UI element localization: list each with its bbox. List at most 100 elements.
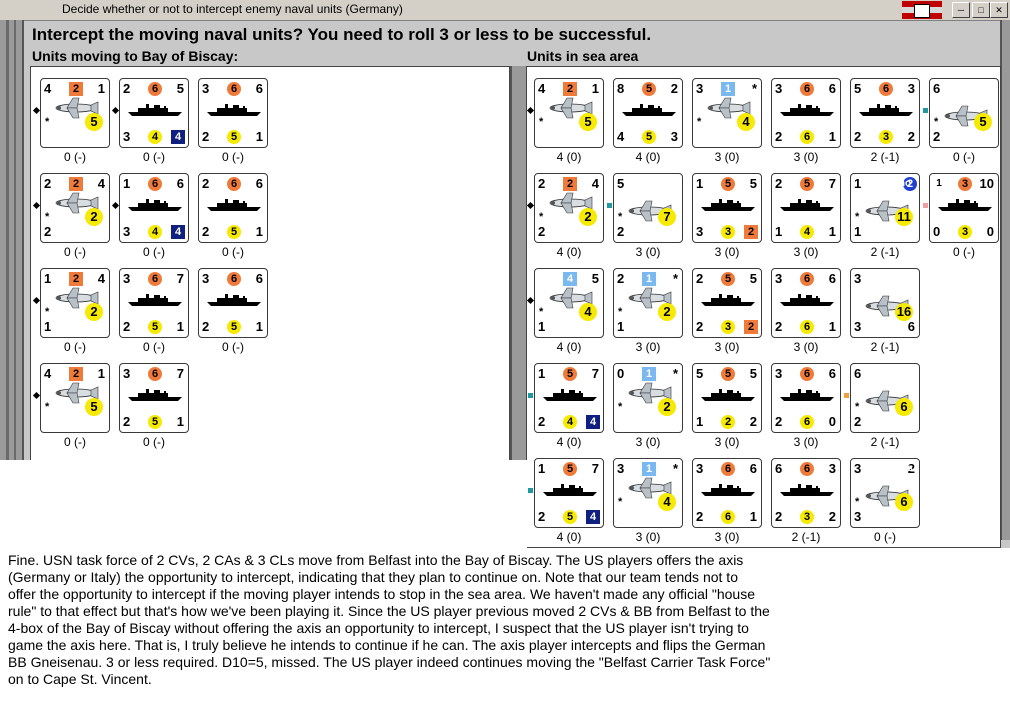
- air-counter[interactable]: 4 2 1 F4F-4 5 *: [40, 363, 110, 433]
- counter-stat-bc: 3: [721, 225, 735, 239]
- ship-counter[interactable]: 1 5 5 CV Victorious 3 3 2: [692, 173, 762, 243]
- air-counter[interactable]: 4 5 SBD-4 4 1 *: [534, 268, 604, 338]
- air-counter[interactable]: 4 2 1 F4F-4 5 *: [534, 78, 604, 148]
- counter-stat-tl: 3: [775, 81, 783, 96]
- ship-counter[interactable]: 1 3 10 0 3 0: [929, 173, 999, 243]
- ship-counter[interactable]: 1 5 7 CV Wasp 2 4 4: [534, 363, 604, 433]
- counter-stat-tl: 1: [696, 176, 704, 191]
- ship-counter[interactable]: 2 6 5 CV Saratoga 3 4 4: [119, 78, 189, 148]
- counter-stat-circle: 5: [85, 113, 103, 131]
- ship-counter[interactable]: 3 6 6 CA London 2 6 1: [692, 458, 762, 528]
- close-button[interactable]: ✕: [990, 2, 1008, 18]
- ship-counter[interactable]: 3 6 6 CA Belfast 2 6 0: [771, 363, 841, 433]
- ship-counter[interactable]: 2 6 6 CL Philadelphia 2 5 1: [198, 173, 268, 243]
- counter-stat-mid: 6: [227, 82, 241, 96]
- counter-name: Spitfire VB: [944, 83, 996, 94]
- counter-stat-mid: 2: [563, 177, 577, 191]
- counter-stat-br: 0: [828, 414, 836, 429]
- ship-counter[interactable]: 3 6 6 CL Boise 2 5 1: [198, 268, 268, 338]
- air-counter[interactable]: 5 P-40E Kittyhawk 7 2 *: [613, 173, 683, 243]
- ship-silhouette-icon: [128, 293, 182, 312]
- ship-counter[interactable]: 2 5 7 CA Frobisher 1 4 1: [771, 173, 841, 243]
- moving-units-panel: [30, 66, 510, 461]
- counter-stat-tl: 1: [538, 366, 546, 381]
- ship-counter[interactable]: 1 5 7 CV Ranger 2 5 4: [534, 458, 604, 528]
- counter-name: CA London: [708, 499, 748, 508]
- air-counter[interactable]: 6 Spitfire VB 5 2 *: [929, 78, 999, 148]
- counter-stat-tr: 7: [176, 366, 184, 381]
- counter-stat-mid: 6: [800, 462, 814, 476]
- ship-counter[interactable]: 2 5 5 CV Indomitable 2 3 2: [692, 268, 762, 338]
- german-flag-icon: [902, 1, 942, 19]
- air-counter[interactable]: 2 2 4 SBD-4 2 2 *: [40, 173, 110, 243]
- counter-stat-box: 1: [642, 272, 656, 286]
- air-counter[interactable]: 2 1 * Swordfish 2 1 *: [613, 268, 683, 338]
- counter-stat-tr: 4: [97, 176, 105, 191]
- counter-stat-circle: 7: [658, 208, 676, 226]
- counter-stat-bl: 2: [854, 414, 862, 429]
- counter-stat-bl: 2: [202, 129, 210, 144]
- counter-stat-br: 1: [255, 129, 263, 144]
- minimize-button[interactable]: ─: [952, 2, 970, 18]
- ship-counter[interactable]: 3 6 6 CA Devonshire 2 6 1: [771, 268, 841, 338]
- counter-stat-br: 2: [907, 129, 915, 144]
- counter-name: CV Wasp: [553, 404, 587, 413]
- ship-counter[interactable]: 8 5 2 BB Washington 4 5 3: [613, 78, 683, 148]
- counter-stat-bc: 5: [227, 320, 241, 334]
- counter-name: CV Victorious: [703, 214, 753, 223]
- counter-status: 3 (0): [635, 435, 661, 449]
- air-counter[interactable]: 3 2 Dauntless A-24 6 3 *: [850, 458, 920, 528]
- maximize-button[interactable]: □: [972, 2, 990, 18]
- ship-counter[interactable]: 5 6 3 BB Gneisenau 2 3 2: [850, 78, 920, 148]
- ship-counter[interactable]: 3 6 7 CA Salt Lake City 2 5 1: [119, 268, 189, 338]
- counter-stat-tr: 5: [749, 176, 757, 191]
- air-counter[interactable]: 1 2 4 SBD-4 2 1 *: [40, 268, 110, 338]
- counter-name: SBD-4: [61, 226, 92, 237]
- counter-stat-bc: 6: [800, 320, 814, 334]
- counter-stat-tr: 5: [591, 271, 599, 286]
- counter-stat-br: 1: [176, 319, 184, 334]
- counter-name: FW 190 A-1: [865, 368, 913, 390]
- air-counter[interactable]: 1 2 Gabbiano Z.501 11 1 *: [850, 173, 920, 243]
- counter-stat-br: 3: [670, 129, 678, 144]
- ship-counter[interactable]: 5 5 5 BB Repulse 1 2 2: [692, 363, 762, 433]
- counter-stat-tl: 5: [854, 81, 862, 96]
- ship-silhouette-icon: [780, 388, 834, 407]
- counter-name: CA Devonshire: [780, 309, 834, 318]
- ship-counter[interactable]: 1 6 6 CV Enterprise 3 4 4: [119, 173, 189, 243]
- ship-counter[interactable]: 6 6 3 BB Scharnhorst 2 3 2: [771, 458, 841, 528]
- counter-name: CA Liverpool: [784, 119, 830, 128]
- counter-stat-mid: 5: [800, 177, 814, 191]
- ship-silhouette-icon: [780, 103, 834, 122]
- counter-stat-circle: 5: [974, 113, 992, 131]
- air-counter[interactable]: 4 2 1 F4F-4 5 *: [40, 78, 110, 148]
- counter-stat-box: 1: [721, 82, 735, 96]
- counter-stat-bc: 6: [721, 510, 735, 524]
- status-marker-icon: [528, 488, 533, 493]
- counter-star: *: [618, 306, 623, 318]
- counter-name: BB Gneisenau: [860, 119, 912, 128]
- counter-stat-bl: 3: [854, 509, 862, 524]
- air-counter[interactable]: 3 1 * Gladiator 4 *: [613, 458, 683, 528]
- counter-stat-bl: 2: [202, 319, 210, 334]
- counter-name: Dauntless: [865, 463, 913, 474]
- counter-stat-bc: 5: [642, 130, 656, 144]
- counter-stat-br: 4: [586, 510, 600, 524]
- air-counter[interactable]: 6 FW 190 A-1 6 2 *: [850, 363, 920, 433]
- counter-stat-tl: 3: [775, 366, 783, 381]
- air-counter[interactable]: 3 1 * Gladiator 4 *: [692, 78, 762, 148]
- counter-stat-tl: 1: [854, 176, 862, 191]
- counter-star: *: [855, 496, 860, 508]
- counter-name: CL Philadelphia: [206, 214, 262, 223]
- counter-stat-br: 1: [255, 319, 263, 334]
- ship-counter[interactable]: 3 6 6 CL Phoenix 2 5 1: [198, 78, 268, 148]
- ship-counter[interactable]: 3 6 6 CA Liverpool 2 6 1: [771, 78, 841, 148]
- counter-name: BB Scharnhorst: [778, 499, 836, 508]
- air-counter[interactable]: 3 Piaggio P.108B 16 3 6: [850, 268, 920, 338]
- counter-star: *: [697, 116, 702, 128]
- counter-stat-mid: 2: [563, 82, 577, 96]
- air-counter[interactable]: 2 2 4 SBD-4 2 2 *: [534, 173, 604, 243]
- ship-counter[interactable]: 3 6 7 CA Augusta 2 5 1: [119, 363, 189, 433]
- title-bar: Decide whether or not to intercept enemy…: [0, 0, 1010, 21]
- air-counter[interactable]: 0 1 * Swordfish 2 *: [613, 363, 683, 433]
